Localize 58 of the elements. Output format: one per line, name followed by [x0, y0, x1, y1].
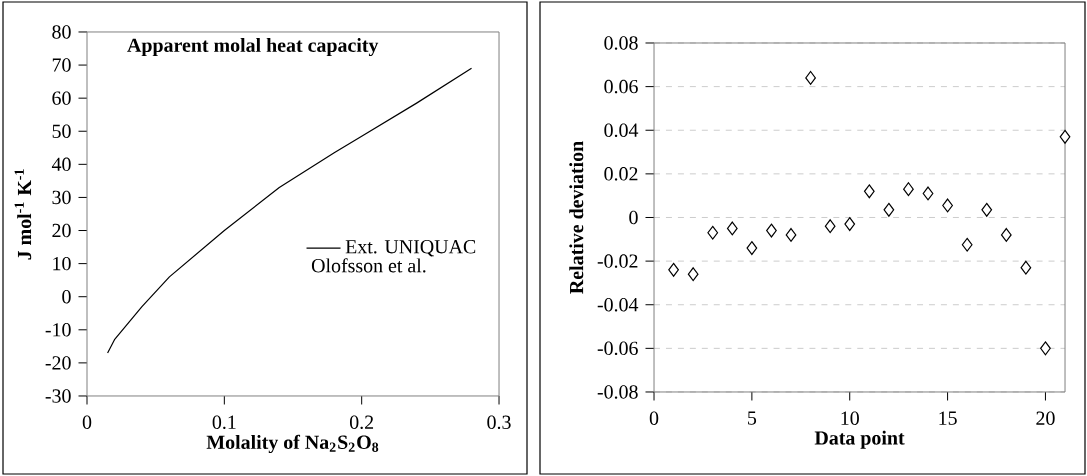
- y-tick-label: -0.02: [597, 254, 638, 268]
- y-tick-label: 0.02: [604, 167, 638, 181]
- point: [726, 221, 738, 236]
- x-tick-label: 0: [82, 415, 92, 429]
- point: [668, 262, 679, 277]
- x-tick-label: 0.3: [487, 415, 511, 430]
- y-tick-label: 80: [52, 25, 71, 39]
- x-tick-label: 5: [748, 411, 757, 425]
- point: [1020, 260, 1032, 275]
- point: [1040, 341, 1051, 356]
- point: [863, 184, 875, 199]
- point: [903, 182, 914, 197]
- y-tick-label: 10: [53, 256, 71, 271]
- point: [766, 223, 777, 238]
- point: [805, 70, 816, 85]
- line-series: [107, 67, 473, 354]
- x-tick-label: 0.1: [212, 415, 236, 430]
- point: [981, 202, 993, 217]
- y-tick-label: -0.04: [597, 297, 639, 312]
- point: [883, 202, 895, 217]
- point: [687, 267, 699, 282]
- point: [785, 227, 797, 242]
- y-tick-label: 20: [52, 223, 71, 238]
- legend-label: Ext. UNIQUAC: [345, 240, 476, 257]
- annotation: Olofsson et al.: [311, 258, 426, 273]
- y-axis-title: Relative deviation: [569, 141, 584, 294]
- point: [942, 198, 953, 213]
- y-tick-label: 0.04: [604, 123, 639, 137]
- x-tick-label: 20: [1036, 411, 1055, 425]
- x-tick-label: 0.2: [349, 415, 374, 430]
- y-tick-label: 0: [62, 289, 71, 304]
- y-tick-label: 0.08: [604, 36, 638, 50]
- chart-title: Apparent molal heat capacity: [127, 37, 379, 57]
- point: [1000, 227, 1012, 242]
- y-axis-title: J mol$^{-1}$ K$^{-1}$: [14, 169, 32, 260]
- x-tick-label: 15: [939, 411, 957, 425]
- y-tick-label: 70: [52, 58, 71, 72]
- x-axis-title: Molality of Na$_{2}$S$_{2}$O$_{8}$: [206, 434, 379, 454]
- x-tick-label: 0: [649, 411, 659, 425]
- y-tick-label: -20: [45, 356, 71, 370]
- y-tick-label: -0.06: [597, 341, 638, 356]
- point: [707, 225, 719, 240]
- point: [961, 237, 973, 252]
- y-tick-label: 50: [52, 124, 71, 138]
- point: [922, 186, 934, 201]
- x-tick-label: 10: [841, 411, 859, 425]
- y-tick-label: -30: [45, 389, 71, 403]
- y-tick-label: 0: [629, 210, 638, 225]
- y-tick-label: 0.06: [604, 79, 638, 94]
- y-tick-label: -0.08: [597, 385, 638, 399]
- y-tick-label: -10: [45, 323, 71, 337]
- point: [824, 219, 836, 234]
- y-tick-label: 60: [52, 91, 71, 105]
- point: [844, 217, 856, 232]
- y-tick-label: 40: [51, 157, 71, 172]
- point: [746, 241, 758, 255]
- y-tick-label: 30: [52, 190, 71, 205]
- x-axis-title: Data point: [814, 430, 905, 449]
